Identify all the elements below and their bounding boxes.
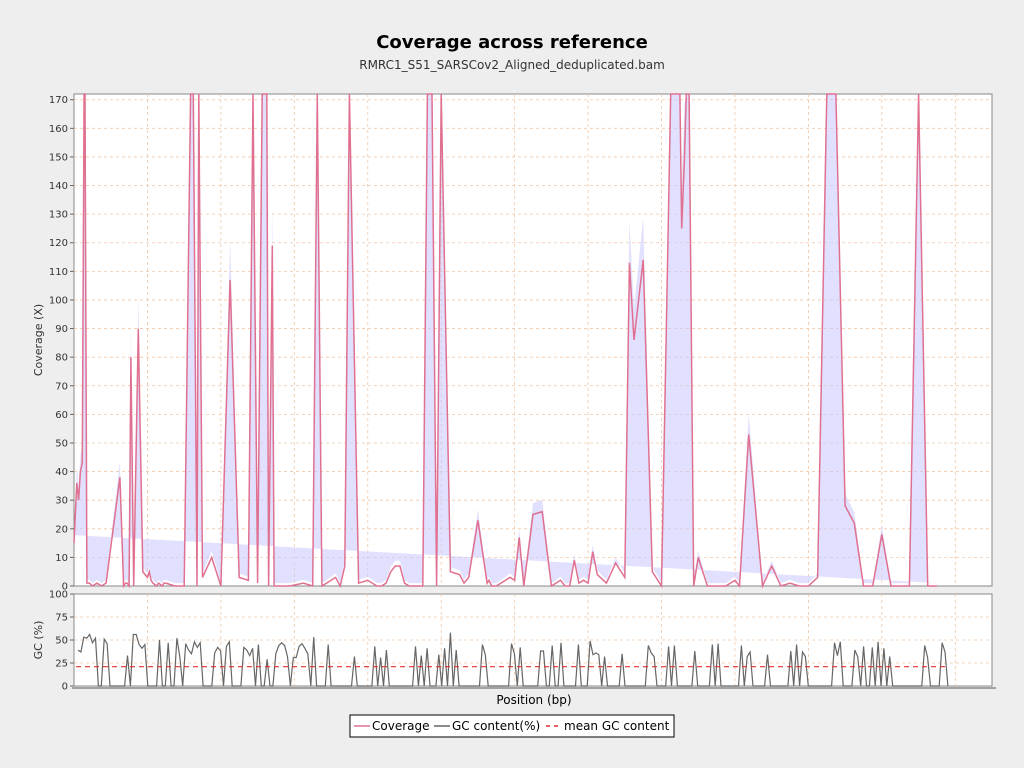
coverage-y-tick-label: 40 bbox=[55, 467, 68, 478]
legend-item-gc: GC content(%) bbox=[452, 719, 540, 733]
coverage-y-tick-label: 10 bbox=[55, 553, 68, 564]
coverage-y-tick-label: 120 bbox=[49, 238, 68, 249]
coverage-y-tick-label: 20 bbox=[55, 524, 68, 535]
coverage-y-tick-label: 140 bbox=[49, 181, 68, 192]
coverage-y-tick-label: 0 bbox=[62, 582, 68, 593]
coverage-panel: 0 10 20 30 40 50 60 70 80 90 100 110 120 130 140 150 160… bbox=[32, 93, 993, 593]
coverage-y-tick-label: 90 bbox=[55, 324, 68, 335]
chart-subtitle: RMRC1_S51_SARSCov2_Aligned_deduplicated.… bbox=[359, 58, 665, 72]
coverage-y-tick-label: 60 bbox=[55, 410, 68, 421]
coverage-y-tick-label: 130 bbox=[49, 210, 68, 221]
legend-box bbox=[349, 714, 675, 738]
legend: Coverage GC content(%) mean GC content bbox=[349, 714, 675, 738]
gc-y-axis-label: GC (%) bbox=[32, 621, 45, 660]
legend-item-mean-gc: mean GC content bbox=[564, 719, 670, 733]
gc-y-tick-label: 25 bbox=[55, 659, 68, 670]
coverage-y-tick-label: 110 bbox=[49, 267, 68, 278]
legend-item-coverage: Coverage bbox=[372, 719, 430, 733]
coverage-series-line bbox=[73, 93, 937, 589]
coverage-y-tick-label: 100 bbox=[49, 295, 68, 306]
coverage-y-tick-label: 160 bbox=[49, 124, 68, 135]
coverage-y-axis-label: Coverage (X) bbox=[32, 304, 45, 376]
coverage-y-tick-label: 150 bbox=[49, 152, 68, 163]
coverage-band bbox=[74, 94, 937, 584]
x-axis-label: Position (bp) bbox=[496, 693, 571, 707]
coverage-y-tick-label: 30 bbox=[55, 496, 68, 507]
gc-y-tick-label: 75 bbox=[55, 613, 68, 624]
gc-y-tick-label: 50 bbox=[55, 636, 68, 647]
coverage-y-tick-label: 80 bbox=[55, 353, 68, 364]
gc-panel: 0 25 50 75 100 GC (%) bbox=[32, 590, 993, 693]
coverage-y-tick-label: 50 bbox=[55, 438, 68, 449]
chart-title: Coverage across reference bbox=[376, 32, 648, 53]
gc-series-line bbox=[77, 632, 949, 687]
gc-y-tick-label: 100 bbox=[49, 590, 68, 601]
coverage-y-tick-label: 170 bbox=[49, 95, 68, 106]
gc-y-tick-label: 0 bbox=[62, 682, 68, 693]
coverage-y-tick-label: 70 bbox=[55, 381, 68, 392]
